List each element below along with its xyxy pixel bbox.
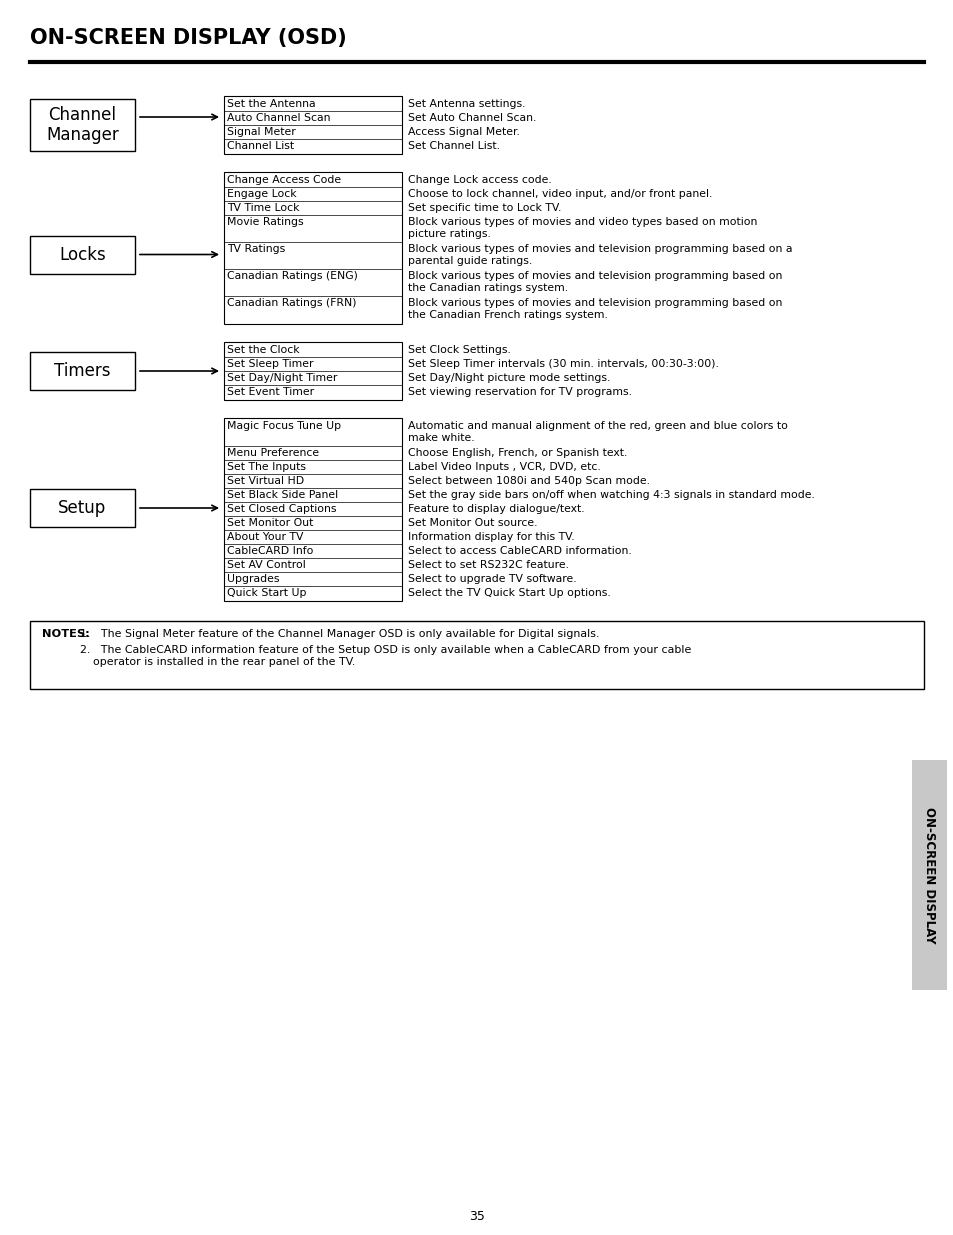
- Text: Setup: Setup: [58, 499, 107, 517]
- Text: Information display for this TV.: Information display for this TV.: [408, 532, 574, 542]
- Text: Set Monitor Out source.: Set Monitor Out source.: [408, 517, 537, 529]
- Bar: [911, 760, 946, 990]
- Text: Set viewing reservation for TV programs.: Set viewing reservation for TV programs.: [408, 387, 631, 396]
- Text: Automatic and manual alignment of the red, green and blue colors to
make white.: Automatic and manual alignment of the re…: [408, 421, 787, 442]
- Text: Label Video Inputs , VCR, DVD, etc.: Label Video Inputs , VCR, DVD, etc.: [408, 462, 600, 472]
- Text: Set Sleep Timer intervals (30 min. intervals, 00:30-3:00).: Set Sleep Timer intervals (30 min. inter…: [408, 359, 719, 369]
- Text: ON-SCREEN DISPLAY: ON-SCREEN DISPLAY: [923, 806, 935, 944]
- Text: Set Closed Captions: Set Closed Captions: [227, 504, 336, 514]
- Text: Change Access Code: Change Access Code: [227, 175, 341, 185]
- Text: Set the Clock: Set the Clock: [227, 345, 299, 354]
- Text: CableCARD Info: CableCARD Info: [227, 546, 313, 556]
- Bar: [224, 96, 401, 154]
- Text: Block various types of movies and television programming based on
the Canadian r: Block various types of movies and televi…: [408, 270, 781, 293]
- Text: Block various types of movies and television programming based on
the Canadian F: Block various types of movies and televi…: [408, 298, 781, 320]
- Text: TV Time Lock: TV Time Lock: [227, 203, 299, 212]
- Text: Set Clock Settings.: Set Clock Settings.: [408, 345, 511, 354]
- Text: ON-SCREEN DISPLAY (OSD): ON-SCREEN DISPLAY (OSD): [30, 28, 346, 48]
- Text: Engage Lock: Engage Lock: [227, 189, 296, 199]
- Text: 35: 35: [469, 1210, 484, 1223]
- Bar: [30, 352, 135, 390]
- Text: Canadian Ratings (FRN): Canadian Ratings (FRN): [227, 298, 356, 308]
- Bar: [224, 417, 401, 601]
- Text: 1.   The Signal Meter feature of the Channel Manager OSD is only available for D: 1. The Signal Meter feature of the Chann…: [80, 629, 598, 638]
- Bar: [30, 236, 135, 273]
- Text: Menu Preference: Menu Preference: [227, 448, 319, 458]
- Text: Set Antenna settings.: Set Antenna settings.: [408, 99, 525, 109]
- Text: Set Event Timer: Set Event Timer: [227, 387, 314, 396]
- Text: Set AV Control: Set AV Control: [227, 559, 305, 571]
- Text: Block various types of movies and video types based on motion
picture ratings.: Block various types of movies and video …: [408, 217, 757, 238]
- Text: Select to set RS232C feature.: Select to set RS232C feature.: [408, 559, 568, 571]
- Text: TV Ratings: TV Ratings: [227, 245, 285, 254]
- Text: Upgrades: Upgrades: [227, 574, 279, 584]
- Text: Feature to display dialogue/text.: Feature to display dialogue/text.: [408, 504, 584, 514]
- Bar: [224, 172, 401, 324]
- Text: Canadian Ratings (ENG): Canadian Ratings (ENG): [227, 270, 357, 282]
- Text: About Your TV: About Your TV: [227, 532, 303, 542]
- Text: Set Virtual HD: Set Virtual HD: [227, 475, 304, 487]
- Text: Channel
Manager: Channel Manager: [46, 106, 119, 144]
- Text: Auto Channel Scan: Auto Channel Scan: [227, 112, 330, 124]
- Text: Select the TV Quick Start Up options.: Select the TV Quick Start Up options.: [408, 588, 610, 598]
- Text: Magic Focus Tune Up: Magic Focus Tune Up: [227, 421, 341, 431]
- Text: Set Sleep Timer: Set Sleep Timer: [227, 359, 314, 369]
- Text: Timers: Timers: [54, 362, 111, 380]
- Bar: [224, 342, 401, 400]
- Text: Block various types of movies and television programming based on a
parental gui: Block various types of movies and televi…: [408, 245, 792, 266]
- Text: Signal Meter: Signal Meter: [227, 127, 295, 137]
- Text: Set Monitor Out: Set Monitor Out: [227, 517, 313, 529]
- Text: Quick Start Up: Quick Start Up: [227, 588, 306, 598]
- Text: Channel List: Channel List: [227, 141, 294, 151]
- Text: Change Lock access code.: Change Lock access code.: [408, 175, 551, 185]
- Text: Choose English, French, or Spanish text.: Choose English, French, or Spanish text.: [408, 448, 627, 458]
- Bar: [30, 489, 135, 527]
- Text: operator is installed in the rear panel of the TV.: operator is installed in the rear panel …: [92, 657, 355, 667]
- Text: Set Black Side Panel: Set Black Side Panel: [227, 490, 337, 500]
- Text: Set the Antenna: Set the Antenna: [227, 99, 315, 109]
- Text: Set Day/Night Timer: Set Day/Night Timer: [227, 373, 337, 383]
- Text: Choose to lock channel, video input, and/or front panel.: Choose to lock channel, video input, and…: [408, 189, 712, 199]
- Text: NOTES:: NOTES:: [42, 629, 90, 638]
- Bar: [30, 621, 923, 689]
- Text: Movie Ratings: Movie Ratings: [227, 217, 303, 227]
- Text: Set Channel List.: Set Channel List.: [408, 141, 499, 151]
- Text: Set specific time to Lock TV.: Set specific time to Lock TV.: [408, 203, 560, 212]
- Text: Select to access CableCARD information.: Select to access CableCARD information.: [408, 546, 631, 556]
- Text: Set the gray side bars on/off when watching 4:3 signals in standard mode.: Set the gray side bars on/off when watch…: [408, 490, 814, 500]
- Text: 2.   The CableCARD information feature of the Setup OSD is only available when a: 2. The CableCARD information feature of …: [80, 645, 691, 655]
- Text: Set Auto Channel Scan.: Set Auto Channel Scan.: [408, 112, 536, 124]
- Text: Locks: Locks: [59, 246, 106, 263]
- Text: Set The Inputs: Set The Inputs: [227, 462, 306, 472]
- Text: Select to upgrade TV software.: Select to upgrade TV software.: [408, 574, 576, 584]
- Text: Set Day/Night picture mode settings.: Set Day/Night picture mode settings.: [408, 373, 610, 383]
- Text: Access Signal Meter.: Access Signal Meter.: [408, 127, 519, 137]
- Bar: [30, 99, 135, 151]
- Text: Select between 1080i and 540p Scan mode.: Select between 1080i and 540p Scan mode.: [408, 475, 649, 487]
